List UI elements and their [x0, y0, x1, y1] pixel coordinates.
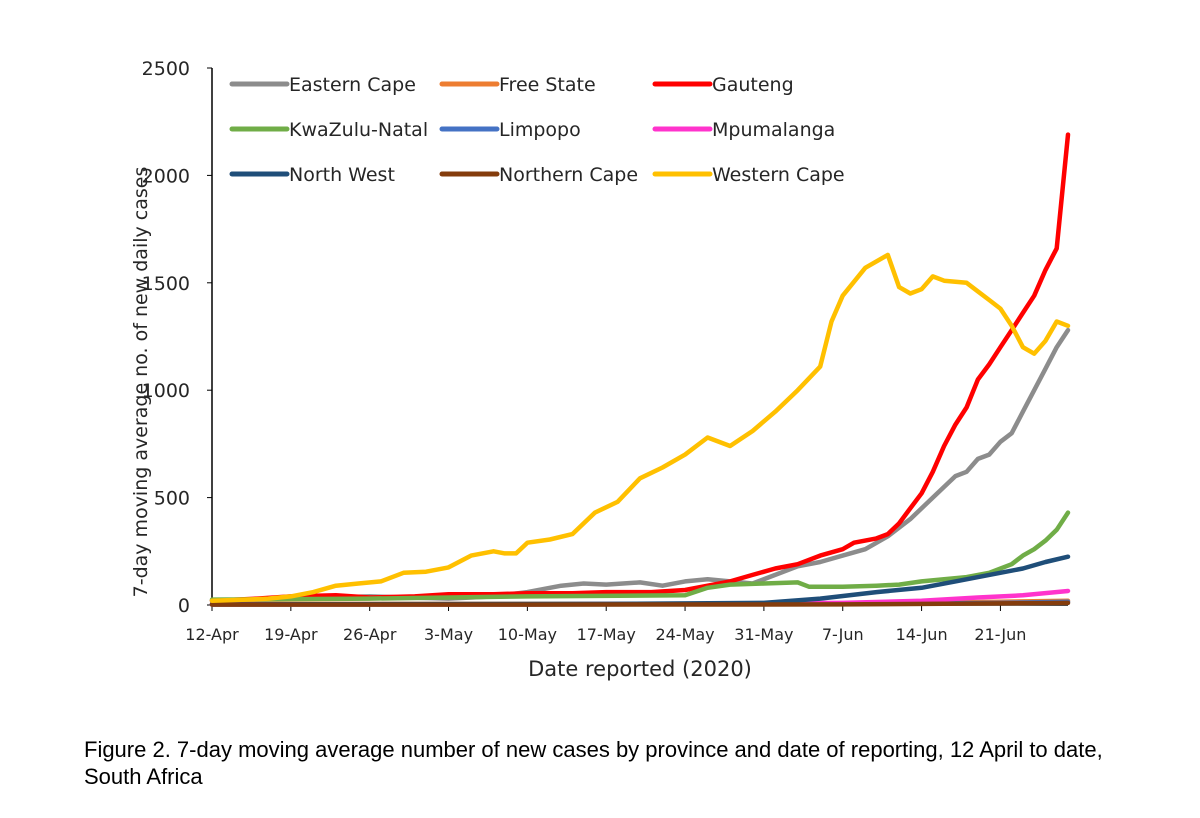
x-tick-label: 14-Jun	[896, 625, 948, 644]
legend-label-western-cape: Western Cape	[712, 164, 845, 186]
figure-caption: Figure 2. 7-day moving average number of…	[84, 737, 1103, 789]
series-line-western-cape	[209, 252, 1071, 603]
x-tick-label: 10-May	[498, 625, 557, 644]
series-lines	[209, 132, 1071, 607]
x-tick-label: 26-Apr	[343, 625, 397, 644]
y-tick-label: 0	[178, 595, 190, 617]
series-line-gauteng	[209, 132, 1071, 603]
legend-label-eastern-cape: Eastern Cape	[289, 74, 416, 96]
x-tick-label: 7-Jun	[822, 625, 864, 644]
x-tick-label: 12-Apr	[185, 625, 239, 644]
y-tick-label: 2000	[142, 165, 190, 187]
y-tick-label: 1000	[142, 380, 190, 402]
series-line-eastern-cape	[209, 327, 1071, 603]
legend-label-north-west: North West	[289, 164, 395, 186]
series-line-northern-cape	[209, 600, 1071, 607]
y-tick-label: 500	[154, 488, 190, 510]
legend-label-limpopo: Limpopo	[499, 119, 581, 141]
series-line-kwazulu-natal	[209, 510, 1071, 602]
x-tick-label: 3-May	[424, 625, 473, 644]
x-tick-label: 17-May	[577, 625, 636, 644]
legend-label-free-state: Free State	[499, 74, 596, 96]
legend-label-mpumalanga: Mpumalanga	[712, 119, 835, 141]
legend-label-northern-cape: Northern Cape	[499, 164, 638, 186]
x-axis-title: Date reported (2020)	[528, 657, 752, 681]
y-tick-label: 2500	[142, 58, 190, 80]
x-tick-label: 24-May	[655, 625, 714, 644]
x-tick-label: 31-May	[734, 625, 793, 644]
legend-label-kwazulu-natal: KwaZulu-Natal	[289, 119, 428, 141]
line-chart: 0 500 1000 1500 2000 2500 12-Apr 19-Apr 26-Apr 3-…	[130, 58, 1071, 681]
y-tick-label: 1500	[142, 273, 190, 295]
x-tick-label: 21-Jun	[974, 625, 1026, 644]
x-tick-label: 19-Apr	[264, 625, 318, 644]
y-axis-title: 7-day moving average no. of new daily ca…	[130, 167, 152, 598]
legend: Eastern Cape Free State Gauteng KwaZulu-Nat…	[229, 74, 845, 186]
legend-label-gauteng: Gauteng	[712, 74, 794, 96]
axes: 0 500 1000 1500 2000 2500 12-Apr 19-Apr 26-Apr 3-…	[130, 58, 1068, 681]
